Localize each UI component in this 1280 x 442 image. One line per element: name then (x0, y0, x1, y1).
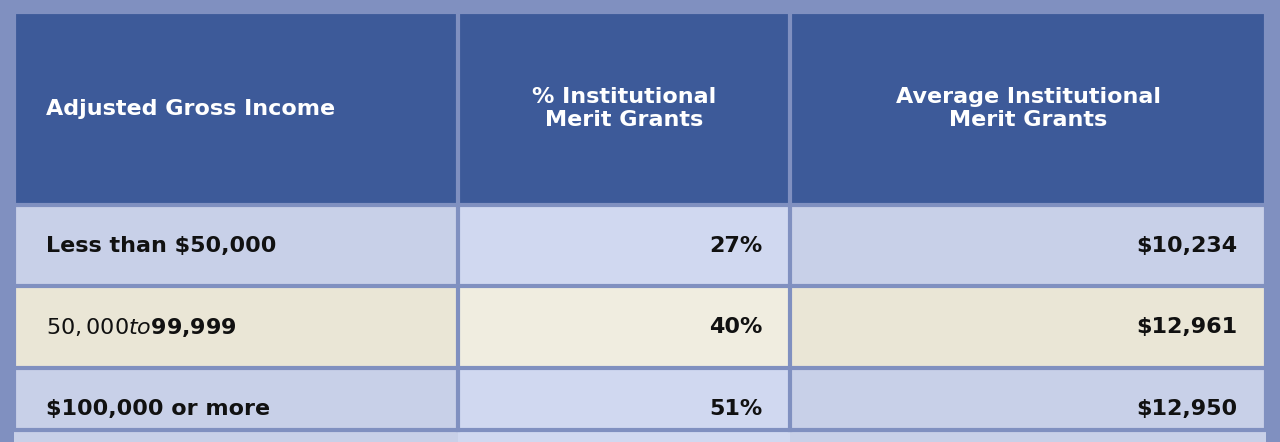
Text: Adjusted Gross Income: Adjusted Gross Income (46, 99, 335, 118)
Bar (14, 205, 458, 286)
Bar (14, 286, 458, 368)
Bar (458, 368, 790, 442)
Text: 40%: 40% (709, 317, 762, 337)
Text: $10,234: $10,234 (1137, 236, 1238, 255)
Text: 51%: 51% (709, 399, 762, 419)
Text: $50,000 to $99,999: $50,000 to $99,999 (46, 316, 237, 339)
Text: $100,000 or more: $100,000 or more (46, 399, 270, 419)
Bar (790, 286, 1266, 368)
Bar (458, 205, 790, 286)
Bar (14, 368, 458, 442)
Bar (458, 286, 790, 368)
Text: $12,950: $12,950 (1137, 399, 1238, 419)
Text: Average Institutional
Merit Grants: Average Institutional Merit Grants (896, 87, 1161, 130)
Text: $12,961: $12,961 (1137, 317, 1238, 337)
Text: Less than $50,000: Less than $50,000 (46, 236, 276, 255)
Bar (790, 368, 1266, 442)
Bar (14, 12, 1266, 205)
Bar (790, 205, 1266, 286)
Text: % Institutional
Merit Grants: % Institutional Merit Grants (532, 87, 717, 130)
Text: 27%: 27% (709, 236, 762, 255)
